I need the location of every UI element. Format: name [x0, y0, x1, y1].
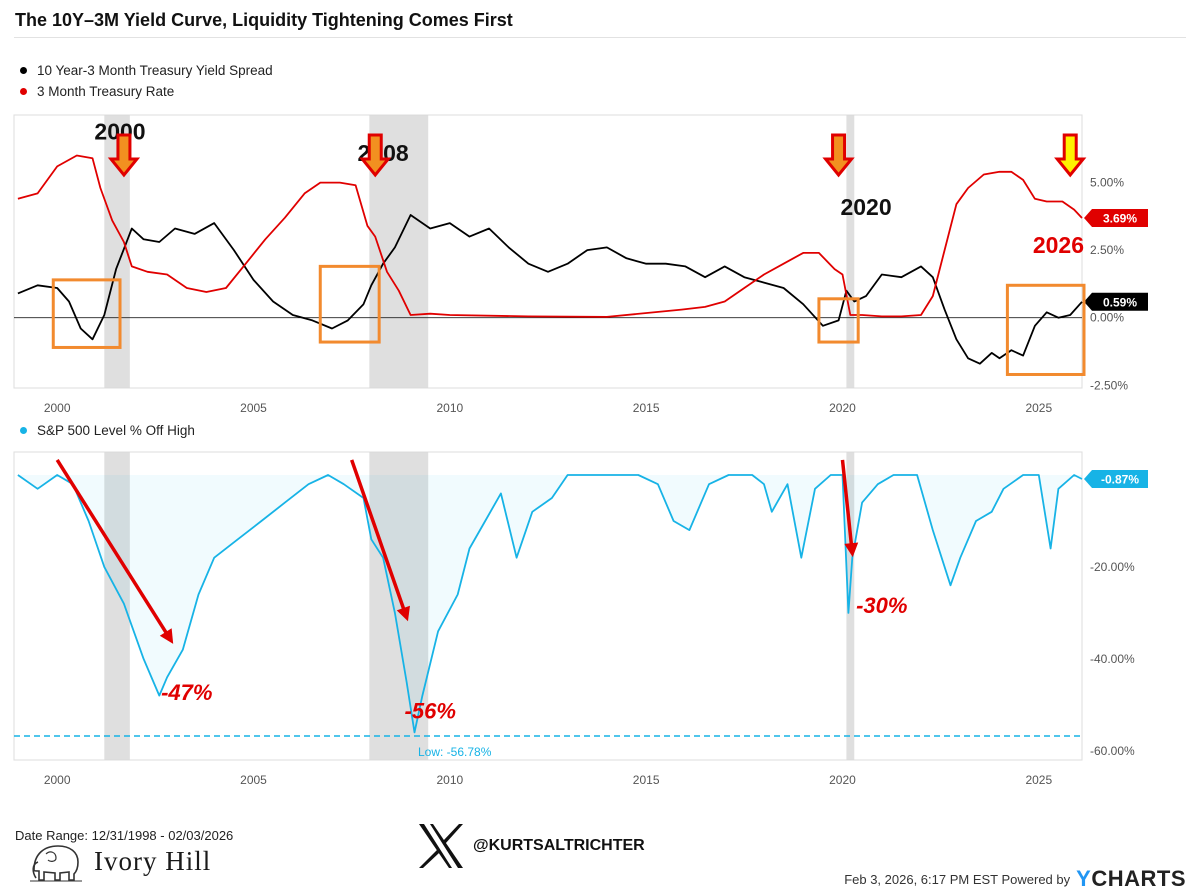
x-tick-label: 2005 [240, 773, 267, 787]
last-value-badge-text: 0.59% [1103, 295, 1137, 309]
series-line [17, 474, 1083, 734]
handle-text: @KURTSALTRICHTER [473, 837, 645, 854]
annotation-label: 2026 [1033, 232, 1084, 258]
highlight-box [318, 264, 381, 344]
legend-item-sp500[interactable]: S&P 500 Level % Off High [10, 420, 195, 441]
ycharts-logo[interactable]: YCHARTS [1076, 866, 1186, 892]
drawdown-arrow-head [844, 542, 859, 558]
chart-panel-2: 0.00%-20.00%-40.00%-60.00%20002005201020… [13, 451, 1148, 787]
drawdown-arrow-shaft [350, 459, 409, 619]
series-area-fill [17, 474, 1082, 733]
x-tick-label: 2000 [44, 773, 71, 787]
last-value-badge-bg [1084, 292, 1148, 311]
annotation-label: -47% [161, 680, 212, 705]
x-tick-label: 2010 [436, 773, 463, 787]
last-value-badge-text: 3.69% [1103, 211, 1137, 225]
plot-frame [13, 451, 1083, 761]
plot-frame [13, 114, 1083, 389]
chart-title: The 10Y–3M Yield Curve, Liquidity Tighte… [15, 10, 513, 30]
highlight-box [1005, 283, 1086, 376]
legend-label-3m-rate: 3 Month Treasury Rate [37, 84, 175, 99]
last-value-badge: -0.87% [1084, 469, 1148, 488]
legend-item-3m-rate[interactable]: 3 Month Treasury Rate [10, 81, 273, 102]
y-tick-label: -2.50% [1090, 378, 1128, 392]
powered-by-text: Feb 3, 2026, 6:17 PM EST Powered by [844, 871, 1071, 887]
legend-dot-3m-rate [20, 88, 27, 95]
elephant-icon [30, 845, 82, 882]
drawdown-arrow-shaft [55, 459, 173, 642]
last-value-badge-bg [1084, 208, 1148, 227]
legend-bottom: S&P 500 Level % Off High [10, 420, 195, 441]
annotation-label: -56% [405, 699, 456, 724]
y-tick-label: 0.00% [1090, 311, 1124, 325]
drawdown-arrow-shaft [840, 459, 855, 554]
last-value-badge-bg [1084, 469, 1148, 488]
x-tick-label: 2025 [1025, 773, 1052, 787]
recession-band [846, 452, 855, 760]
last-value-badge: 3.69% [1084, 208, 1148, 227]
last-value-badge: 0.59% [1084, 292, 1148, 311]
annotation-label: 2020 [840, 194, 891, 220]
drawdown-arrow-head [159, 628, 174, 644]
highlight-box [51, 278, 122, 349]
x-tick-label: 2020 [829, 401, 856, 415]
recession-band [846, 115, 855, 388]
y-tick-label: -40.00% [1090, 652, 1135, 666]
down-arrow-icon [822, 133, 855, 178]
x-tick-label: 2015 [633, 401, 660, 415]
series-line [17, 214, 1083, 365]
down-arrow-icon [107, 133, 141, 178]
legend-label-sp500: S&P 500 Level % Off High [37, 423, 195, 438]
y-tick-label: -60.00% [1090, 744, 1135, 758]
powered-by: Feb 3, 2026, 6:17 PM EST Powered by YCHA… [844, 866, 1186, 892]
legend-label-spread: 10 Year-3 Month Treasury Yield Spread [37, 63, 273, 78]
y-tick-label: -20.00% [1090, 560, 1135, 574]
last-value-badge-text: -0.87% [1101, 472, 1139, 486]
title-divider [14, 37, 1186, 38]
y-tick-label: 5.00% [1090, 176, 1124, 190]
down-arrow-icon [359, 133, 392, 178]
legend-dot-sp500 [20, 427, 27, 434]
x-logo-icon [419, 824, 463, 868]
legend-top: 10 Year-3 Month Treasury Yield Spread 3 … [10, 60, 273, 102]
legend-dot-spread [20, 67, 27, 74]
x-tick-label: 2025 [1025, 401, 1052, 415]
x-tick-label: 2015 [633, 773, 660, 787]
y-tick-label: 2.50% [1090, 243, 1124, 257]
date-range: Date Range: 12/31/1998 - 02/03/2026 [15, 828, 234, 843]
brand-name: Ivory Hill [94, 845, 212, 876]
x-tick-label: 2005 [240, 401, 267, 415]
recession-band [369, 452, 429, 760]
x-tick-label: 2010 [436, 401, 463, 415]
chart-panel-1: 5.00% 2.50% 0.00% -2.50% 2000 2005 2010 2015 202… [13, 114, 1148, 415]
x-tick-label: 2020 [829, 773, 856, 787]
ycharts-logo-text: CHARTS [1091, 866, 1186, 891]
legend-item-spread[interactable]: 10 Year-3 Month Treasury Yield Spread [10, 60, 273, 81]
brand-logo[interactable]: Ivory Hill [30, 840, 211, 882]
low-reference-label: Low: -56.78% [418, 745, 492, 759]
x-tick-label: 2000 [44, 401, 71, 415]
annotation-label: -30% [856, 593, 907, 618]
highlight-box [817, 297, 860, 344]
down-arrow-icon [1054, 133, 1087, 178]
ycharts-logo-y: Y [1076, 866, 1092, 891]
social-handle[interactable]: @KURTSALTRICHTER [415, 822, 645, 870]
drawdown-arrow-head [396, 605, 410, 622]
series-line [17, 154, 1083, 318]
